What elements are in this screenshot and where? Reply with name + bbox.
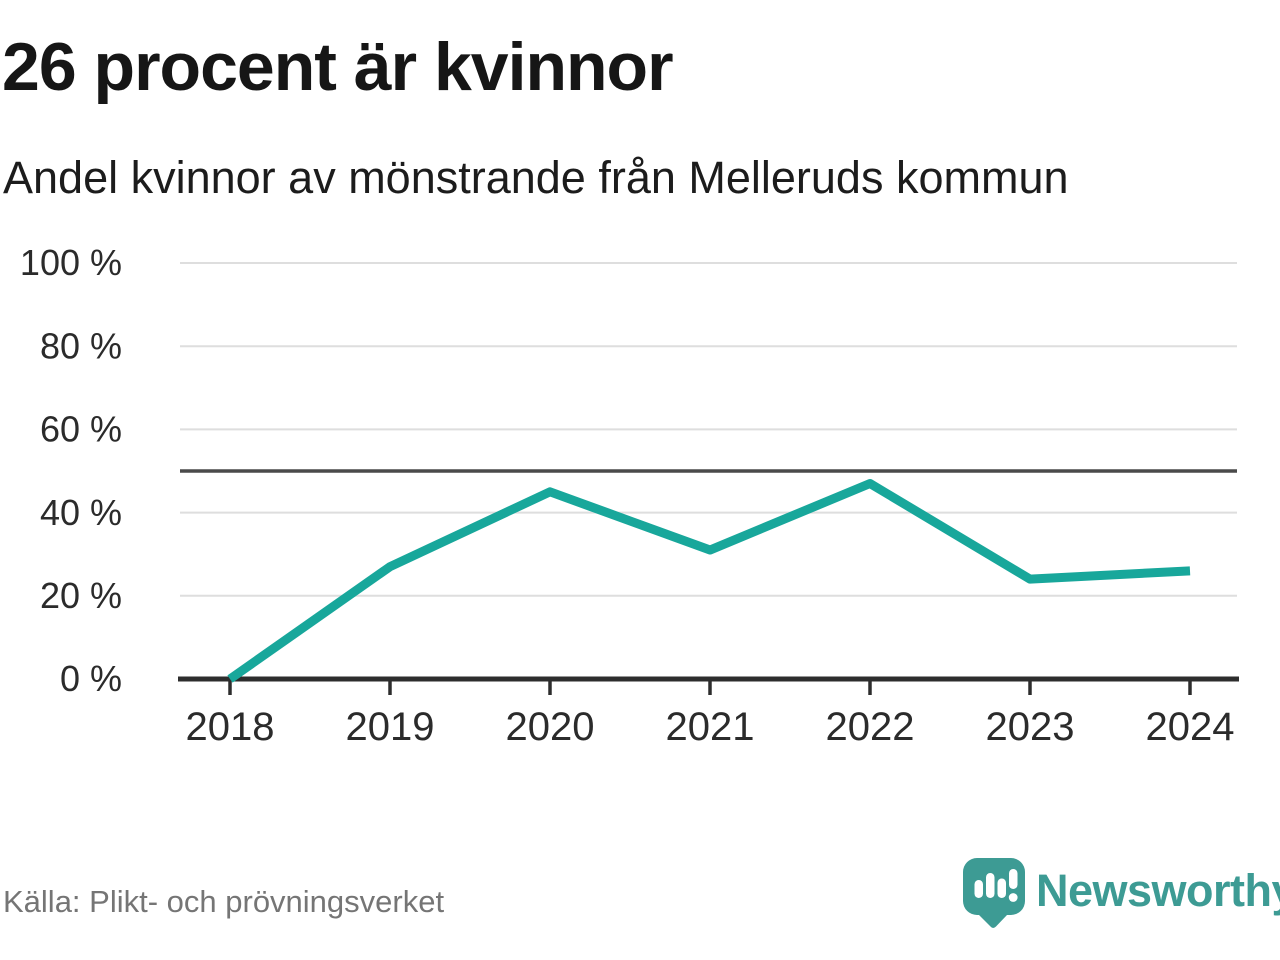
x-axis-label: 2018 [186,705,275,749]
newsworthy-logo: Newsworthy [963,858,1280,930]
y-axis-label: 100 % [20,242,122,283]
x-axis-label: 2021 [666,705,755,749]
newsworthy-logo-icon [963,858,1025,928]
newsworthy-logo-text: Newsworthy [1036,865,1280,916]
data-line [227,478,1191,683]
y-axis-label: 80 % [40,325,122,366]
x-axis-label: 2023 [986,705,1075,749]
source-attribution: Källa: Plikt- och prövningsverket [3,884,445,919]
x-axis-label: 2022 [826,705,915,749]
chart-title: 26 procent är kvinnor [2,29,674,105]
x-axis-label: 2020 [506,705,595,749]
x-axis-label: 2019 [346,705,435,749]
x-axis-label: 2024 [1146,705,1235,749]
y-axis-label: 60 % [40,409,122,450]
y-axis-label: 0 % [60,658,122,699]
logo-bar-chart-icon [974,869,1018,902]
y-axis-label: 20 % [40,575,122,616]
chart-subtitle: Andel kvinnor av mönstrande från Melleru… [3,152,1069,203]
y-axis-label: 40 % [40,492,122,533]
